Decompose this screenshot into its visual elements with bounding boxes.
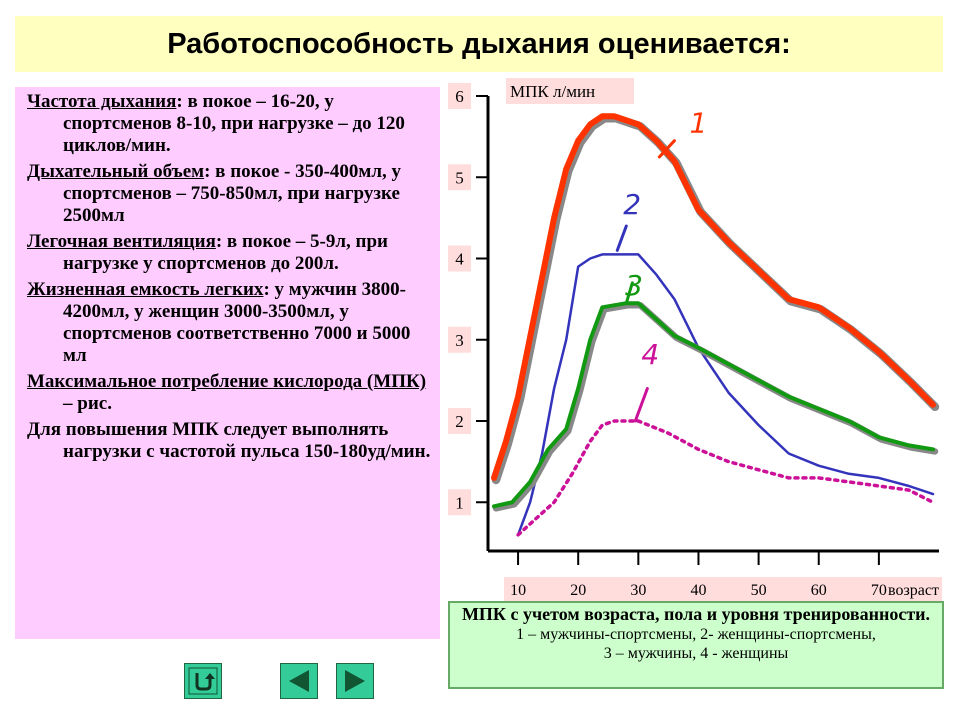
series-1-line <box>491 113 936 481</box>
x-axis-label-strip <box>504 577 942 601</box>
info-paragraph: Жизненная емкость легких: у мужчин 3800-… <box>27 279 432 367</box>
paragraph-text: : у мужчин 3800-4200мл, у женщин 3000-35… <box>63 279 411 366</box>
return-button[interactable] <box>184 663 222 699</box>
triangle-left-icon <box>289 670 309 692</box>
paragraph-term: Частота дыхания <box>27 91 177 112</box>
paragraph-text: : в покое – 16-20, у спортсменов 8-10, п… <box>63 91 405 156</box>
paragraph-term: Жизненная емкость легких <box>27 279 264 300</box>
info-paragraph: Частота дыхания: в покое – 16-20, у спор… <box>27 91 432 157</box>
series-1-shadow <box>491 114 940 485</box>
y-axis-label: МПК л/мин <box>510 82 595 101</box>
info-paragraph: Легочная вентиляция: в покое – 5-9л, при… <box>27 231 432 275</box>
paragraph-term: Легочная вентиляция <box>27 231 216 252</box>
return-arrow-icon <box>188 667 218 695</box>
y-tick-label: 5 <box>455 168 464 187</box>
prev-button[interactable] <box>280 663 318 699</box>
series-3-line <box>492 301 935 509</box>
x-tick-label: 70 <box>871 582 887 599</box>
x-tick-label: 50 <box>751 582 767 599</box>
next-button[interactable] <box>336 663 374 699</box>
y-tick-label: 6 <box>455 87 464 106</box>
series-2-label-tick <box>615 224 628 252</box>
series-2-label: 2 <box>623 188 641 221</box>
x-tick-label: 10 <box>510 582 526 599</box>
caption-title: МПК с учетом возраста, пола и уровня тре… <box>461 604 931 624</box>
y-tick-label-bg <box>448 489 471 516</box>
x-tick-label: 20 <box>570 582 586 599</box>
y-tick-label-bg <box>448 245 471 272</box>
series-2-line <box>516 253 935 537</box>
caption-legend-line-2: 3 – мужчины, 4 - женщины <box>603 645 789 662</box>
x-tick-label: 60 <box>811 582 827 599</box>
x-tick-label: 30 <box>630 582 646 599</box>
series-4-line <box>516 419 935 537</box>
chart: МПК л/мин 1 2 3 4 5 6 10 20 30 40 50 60 70 возраст 1 2 3 4 <box>440 76 960 606</box>
title-bar: Работоспособность дыхания оценивается: <box>15 16 943 72</box>
info-paragraph: Для повышения МПК следует выполнять нагр… <box>27 419 432 463</box>
series-4-label: 4 <box>641 338 659 371</box>
paragraph-term: Максимальное потребление кислорода (МПК) <box>27 371 427 392</box>
y-tick-label: 2 <box>455 412 464 431</box>
paragraph-text: Для повышения МПК следует выполнять нагр… <box>27 419 431 462</box>
y-tick-label-bg <box>448 83 471 109</box>
paragraph-term: Дыхательный объем <box>27 161 205 182</box>
paragraph-text: : в покое - 350-400мл, у спортсменов – 7… <box>63 161 402 226</box>
y-tick-label: 1 <box>455 493 464 512</box>
text-panel: Частота дыхания: в покое – 16-20, у спор… <box>15 87 440 639</box>
paragraph-text: : в покое – 5-9л, при нагрузке у спортсм… <box>63 231 388 274</box>
caption-legend-line-1: 1 – мужчины-спортсмены, 2- женщины-спорт… <box>516 626 876 643</box>
chart-caption: МПК с учетом возраста, пола и уровня тре… <box>448 601 944 689</box>
y-axis-label-bg <box>506 78 634 104</box>
paragraph-text: – рис. <box>63 393 112 414</box>
chart-svg: МПК л/мин 1 2 3 4 5 6 10 20 30 40 50 60 70 возраст 1 2 3 4 <box>448 78 942 601</box>
series-3-shadow <box>492 301 939 512</box>
info-paragraph: Максимальное потребление кислорода (МПК)… <box>27 371 432 415</box>
y-tick-label: 3 <box>455 331 464 350</box>
x-axis-label: возраст <box>888 582 939 599</box>
series-3-label: 3 <box>625 269 643 302</box>
x-tick-label: 40 <box>690 582 706 599</box>
series-1-label: 1 <box>689 107 707 140</box>
triangle-right-icon <box>345 670 365 692</box>
slide-title: Работоспособность дыхания оценивается: <box>167 27 791 60</box>
info-paragraph: Дыхательный объем: в покое - 350-400мл, … <box>27 161 432 227</box>
y-tick-label-bg <box>448 164 471 191</box>
series-3-label-tick <box>624 281 634 305</box>
y-tick-label-bg <box>448 326 471 353</box>
y-tick-label: 4 <box>455 250 464 269</box>
y-tick-label-bg <box>448 408 471 434</box>
series-4-label-tick <box>633 387 649 423</box>
series-1-label-tick <box>657 139 676 159</box>
